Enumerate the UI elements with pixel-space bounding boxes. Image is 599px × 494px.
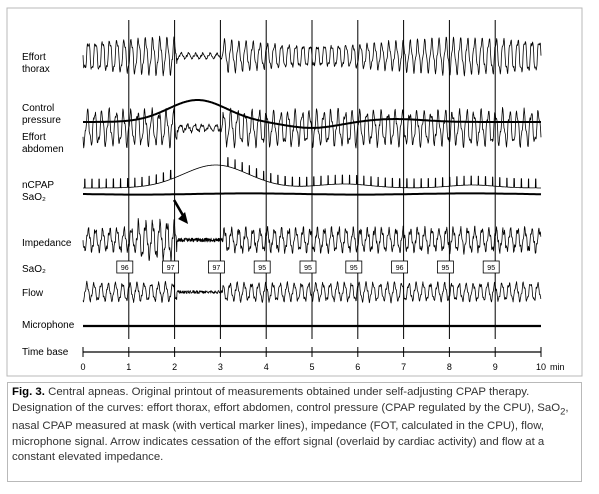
sao2-box-3 xyxy=(253,260,271,274)
sao2-value-3: 95 xyxy=(258,265,266,272)
sao2-box-1 xyxy=(162,260,180,274)
time-tick-label-4: 4 xyxy=(264,362,269,372)
time-tick-label-0: 0 xyxy=(80,362,85,372)
sao2-value-8: 95 xyxy=(487,265,495,272)
time-tick-label-2: 2 xyxy=(172,362,177,372)
figure-caption: Fig. 3. Central apneas. Original printou… xyxy=(7,382,582,482)
channel-label-0-0: Effort xyxy=(22,52,46,63)
sao2-box-7 xyxy=(436,260,454,274)
time-axis: 0 1 2 3 4 5 6 7 8 9 10 min xyxy=(80,347,565,372)
channel-label-4-0: Impedance xyxy=(22,238,72,249)
trace-sao2-baseline xyxy=(83,192,542,196)
time-tick-label-1: 1 xyxy=(126,362,131,372)
caption-text-2: , nasal CPAP measured at mask (with vert… xyxy=(12,401,569,464)
caption-text-1: Central apneas. Original printout of mea… xyxy=(12,386,561,414)
signal-traces xyxy=(82,35,542,328)
caption-fig-label: Fig. 3. xyxy=(12,386,45,398)
sao2-value-1: 97 xyxy=(167,265,175,272)
trace-effort-thorax xyxy=(82,35,542,77)
channel-label-6-0: Flow xyxy=(22,288,44,299)
sao2-value-5: 95 xyxy=(350,265,358,272)
sao2-value-4: 95 xyxy=(304,265,312,272)
sao2-box-6 xyxy=(391,260,409,274)
time-tick-label-5: 5 xyxy=(309,362,314,372)
sao2-box-5 xyxy=(345,260,363,274)
channel-label-0-1: thorax xyxy=(22,64,50,75)
trace-flow xyxy=(82,280,542,304)
time-tick-label-3: 3 xyxy=(218,362,223,372)
channel-label-2-1: abdomen xyxy=(22,144,64,155)
sao2-value-6: 96 xyxy=(396,265,404,272)
channel-label-1-0: Control xyxy=(22,103,54,114)
channel-label-3-0: nCPAP xyxy=(22,180,54,191)
sao2-markers: 96 97 97 95 95 95 96 95 95 xyxy=(116,260,500,274)
trace-effort-abdomen xyxy=(82,107,542,149)
time-tick-label-9: 9 xyxy=(493,362,498,372)
sao2-value-7: 95 xyxy=(442,265,450,272)
channel-labels: EffortthoraxControlpressureEffortabdomen… xyxy=(22,52,75,358)
time-tick-label-10: 10 xyxy=(536,362,546,372)
apnea-arrow xyxy=(172,199,189,224)
sao2-box-0 xyxy=(116,260,134,274)
sao2-value-2: 97 xyxy=(213,265,221,272)
time-unit-label: min xyxy=(550,362,565,372)
channel-label-7-0: Microphone xyxy=(22,320,75,331)
time-tick-label-8: 8 xyxy=(447,362,452,372)
channel-label-2-0: Effort xyxy=(22,132,46,143)
trace-impedance xyxy=(82,218,542,262)
channel-label-3-1: SaO₂ xyxy=(22,192,46,203)
sao2-box-2 xyxy=(207,260,225,274)
time-tick-label-6: 6 xyxy=(355,362,360,372)
sao2-value-0: 96 xyxy=(121,265,129,272)
channel-label-1-1: pressure xyxy=(22,115,61,126)
caption-subscript: 2 xyxy=(560,405,566,417)
sao2-box-8 xyxy=(482,260,500,274)
sao2-box-4 xyxy=(299,260,317,274)
time-base-label: Time base xyxy=(22,347,69,358)
trace-control-pressure xyxy=(82,99,542,129)
polygraph-chart: EffortthoraxControlpressureEffortabdomen… xyxy=(6,7,583,377)
time-tick-label-7: 7 xyxy=(401,362,406,372)
trace-ncpap xyxy=(82,157,542,189)
arrow-head xyxy=(178,212,189,224)
channel-label-5-0: SaO₂ xyxy=(22,264,46,275)
